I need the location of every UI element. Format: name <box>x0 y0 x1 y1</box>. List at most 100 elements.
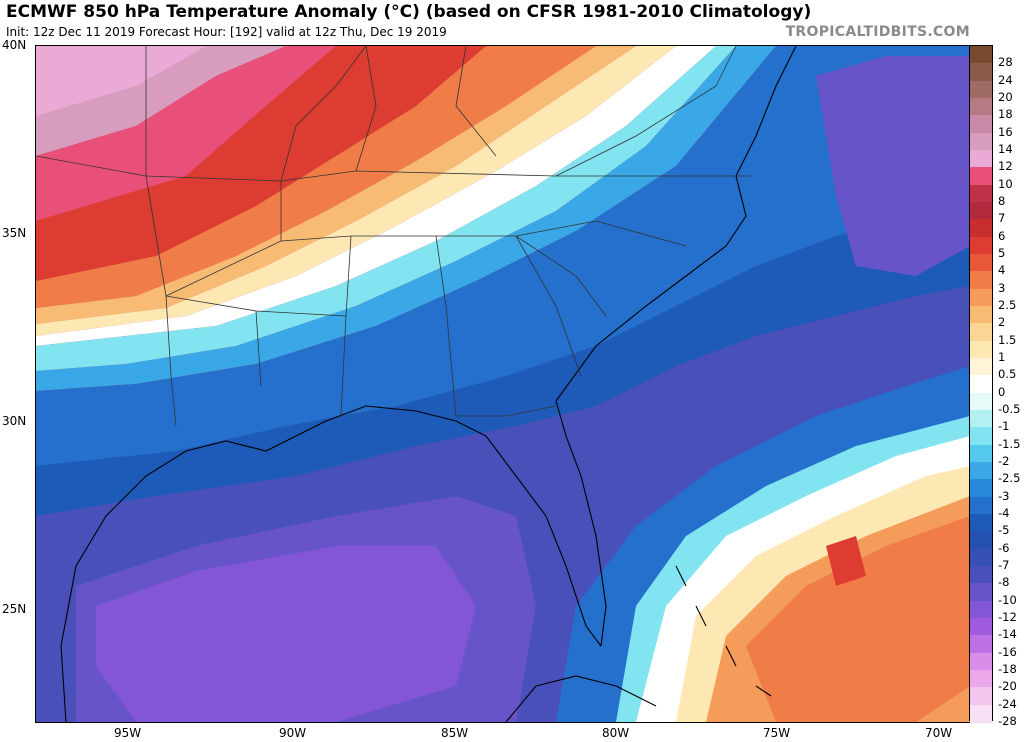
colorbar-swatch <box>970 184 992 203</box>
atlantic-coastline <box>555 46 797 402</box>
bahamas-islands <box>675 565 772 697</box>
colorbar-swatch <box>970 566 992 584</box>
colorbar-label: -2 <box>998 454 1010 468</box>
colorbar-swatch <box>970 410 992 428</box>
colorbar-swatch <box>970 80 992 99</box>
florida-east-coast <box>555 400 607 647</box>
colorbar-swatch <box>970 150 992 168</box>
il-in-border <box>355 46 497 172</box>
colorbar-label: 20 <box>998 90 1013 104</box>
colorbar-swatch <box>970 427 992 446</box>
colorbar-swatch <box>970 531 992 550</box>
colorbar-label: 16 <box>998 124 1013 139</box>
colorbar-label: -14 <box>998 627 1017 642</box>
colorbar-swatch <box>970 652 992 671</box>
colorbar-label: 12 <box>998 159 1013 174</box>
lat-label: 25N <box>2 602 27 616</box>
colorbar-swatch <box>970 358 992 376</box>
colorbar-swatch <box>970 306 992 324</box>
colorbar-label: -6 <box>998 540 1010 555</box>
colorbar-label: 8 <box>998 194 1006 208</box>
nc-border <box>515 220 687 247</box>
tn-ky-border <box>280 170 751 182</box>
lat-label: 35N <box>2 226 27 240</box>
colorbar-label: 7 <box>998 211 1006 226</box>
colorbar-swatch <box>970 548 992 567</box>
anomaly-map-svg <box>36 46 970 722</box>
colorbar-label: -10 <box>998 592 1017 607</box>
colorbar-label: 4 <box>998 263 1006 278</box>
colorbar-label: -1 <box>998 419 1010 434</box>
ga-fl-border <box>456 405 557 417</box>
lon-label: 75W <box>763 726 791 740</box>
lon-label: 95W <box>114 726 142 740</box>
ar-border <box>165 181 352 297</box>
colorbar-label: 2 <box>998 315 1006 330</box>
colorbar-label: 24 <box>998 72 1013 87</box>
ms-al-border <box>340 235 457 417</box>
colorbar-label: 6 <box>998 228 1006 243</box>
colorbar-swatch <box>970 462 992 480</box>
colorbar-label: -1.5 <box>998 436 1021 451</box>
colorbar-label: 3 <box>998 280 1006 295</box>
anomaly-band-orange <box>36 46 596 308</box>
lon-label: 85W <box>441 726 469 740</box>
anomaly-map <box>35 45 971 723</box>
anomaly-band-lightorange <box>36 46 636 324</box>
anomaly-band-atl-warm <box>746 516 970 722</box>
anomaly-band-cream <box>36 46 676 336</box>
colorbar-swatch <box>970 479 992 498</box>
colorbar-swatch <box>970 444 992 463</box>
anomaly-band-zero <box>36 46 716 346</box>
colorbar-label: 5 <box>998 246 1006 260</box>
colorbar-swatch <box>970 340 992 359</box>
colorbar-label: -20 <box>998 679 1017 694</box>
colorbar-label: 28 <box>998 55 1013 70</box>
colorbar-swatch <box>970 46 992 64</box>
colorbar-swatch <box>970 687 992 706</box>
coastlines <box>60 46 797 722</box>
colorbar <box>969 45 993 723</box>
state-borders <box>36 46 751 427</box>
colorbar-label: 18 <box>998 107 1013 122</box>
colorbar-label: -8 <box>998 575 1010 590</box>
anomaly-band-cyan <box>36 46 736 371</box>
va-border <box>555 46 737 177</box>
colorbar-label: -5 <box>998 523 1010 538</box>
colorbar-swatch <box>970 392 992 411</box>
anomaly-band-lightpink <box>36 46 206 116</box>
colorbar-swatch <box>970 254 992 272</box>
ga-sc-border <box>436 235 607 377</box>
colorbar-swatch <box>970 115 992 134</box>
lon-label: 70W <box>925 726 953 740</box>
colorbar-label: 1 <box>998 350 1006 364</box>
colorbar-label: -12 <box>998 610 1017 624</box>
colorbar-label: 2.5 <box>998 298 1017 312</box>
colorbar-swatch <box>970 98 992 116</box>
colorbar-label: 0 <box>998 384 1006 399</box>
colorbar-swatch <box>970 375 992 394</box>
colorbar-swatch <box>970 670 992 688</box>
anomaly-band-rose <box>36 46 336 221</box>
mo-il-border <box>280 46 367 182</box>
colorbar-swatch <box>970 167 992 186</box>
colorbar-label: -18 <box>998 662 1017 676</box>
lon-label: 90W <box>279 726 307 740</box>
lon-label: 80W <box>602 726 630 740</box>
colorbar-swatch <box>970 496 992 515</box>
ok-border <box>36 155 282 182</box>
colorbar-swatch <box>970 236 992 255</box>
colorbar-label: -7 <box>998 558 1010 572</box>
colorbar-swatch <box>970 514 992 532</box>
anomaly-band-violet-ne <box>816 56 970 276</box>
anomaly-band-violet <box>96 546 476 722</box>
colorbar-swatch <box>970 202 992 220</box>
chart-subtitle: Init: 12z Dec 11 2019 Forecast Hour: [19… <box>6 25 447 39</box>
colorbar-swatch <box>970 583 992 602</box>
colorbar-swatch <box>970 63 992 82</box>
colorbar-label: -28 <box>998 714 1017 728</box>
colorbar-swatch <box>970 323 992 342</box>
chart-title: ECMWF 850 hPa Temperature Anomaly (°C) (… <box>6 2 812 22</box>
colorbar-swatch <box>970 271 992 290</box>
colorbar-swatch <box>970 288 992 307</box>
